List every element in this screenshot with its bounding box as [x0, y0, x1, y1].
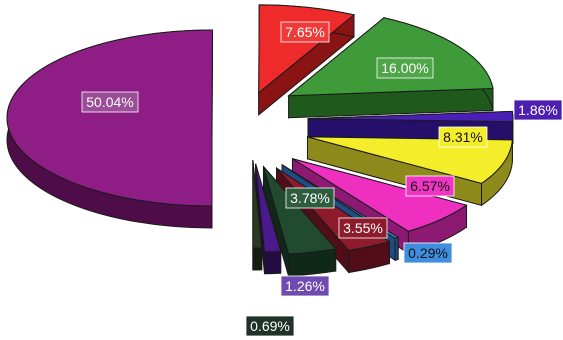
slice-side-10 [264, 250, 282, 275]
slice-label-bg-1 [81, 91, 139, 113]
slice-label-8: 3.55% [338, 217, 388, 239]
pie-labels: 50.04% 7.65% 16.00% 1.86% 8.31% 6.57% 0.29% 3.5… [81, 21, 563, 337]
slice-label-bg-8 [338, 217, 388, 239]
slice-label-bg-7 [403, 242, 453, 264]
slice-label-bg-6 [405, 175, 455, 197]
slice-label-bg-4 [513, 99, 563, 121]
slice-label-text-11: 0.69% [250, 318, 290, 334]
slice-label-bg-9 [285, 187, 335, 209]
slice-top-3 [287, 17, 494, 97]
slice-label-bg-5 [438, 126, 488, 148]
slice-11 [252, 159, 263, 271]
slice-3 [287, 16, 494, 119]
slice-label-text-10: 1.26% [285, 278, 325, 294]
slice-label-4: 1.86% [513, 99, 563, 121]
slice-label-1: 50.04% [81, 91, 139, 113]
pie-slices [6, 4, 514, 277]
slice-top-1 [6, 29, 214, 207]
slice-top-10 [255, 163, 282, 253]
slice-label-2: 7.65% [280, 21, 330, 43]
slice-label-7: 0.29% [403, 242, 453, 264]
slice-label-bg-2 [280, 21, 330, 43]
slice-label-text-2: 7.65% [285, 24, 325, 40]
slice-top-11 [252, 159, 263, 249]
slice-top-4 [307, 110, 514, 123]
slice-9 [262, 165, 337, 277]
slice-1 [6, 29, 214, 229]
slice-side-7 [394, 236, 399, 261]
slice-label-bg-3 [376, 57, 434, 79]
slice-top-5 [307, 136, 513, 184]
slice-label-5: 8.31% [438, 126, 488, 148]
slice-side-11 [252, 247, 263, 271]
slice-label-9: 3.78% [285, 187, 335, 209]
slice-top-6 [292, 158, 468, 232]
slice-label-bg-10 [280, 275, 330, 297]
slice-label-6: 6.57% [405, 175, 455, 197]
slice-label-text-4: 1.86% [518, 102, 558, 118]
slice-label-3: 16.00% [376, 57, 434, 79]
slice-label-text-1: 50.04% [86, 94, 133, 110]
slice-4 [307, 110, 514, 145]
slice-label-text-5: 8.31% [443, 129, 483, 145]
slice-label-text-3: 16.00% [381, 60, 428, 76]
slice-top-9 [262, 166, 337, 255]
slice-label-text-8: 3.55% [343, 220, 383, 236]
slice-label-text-9: 3.78% [290, 190, 330, 206]
slice-label-text-7: 0.29% [408, 245, 448, 261]
slice-label-bg-11 [245, 315, 295, 337]
slice-10 [255, 163, 282, 275]
slice-label-10: 1.26% [280, 275, 330, 297]
slice-label-11: 0.69% [245, 315, 295, 337]
slice-label-text-6: 6.57% [410, 178, 450, 194]
